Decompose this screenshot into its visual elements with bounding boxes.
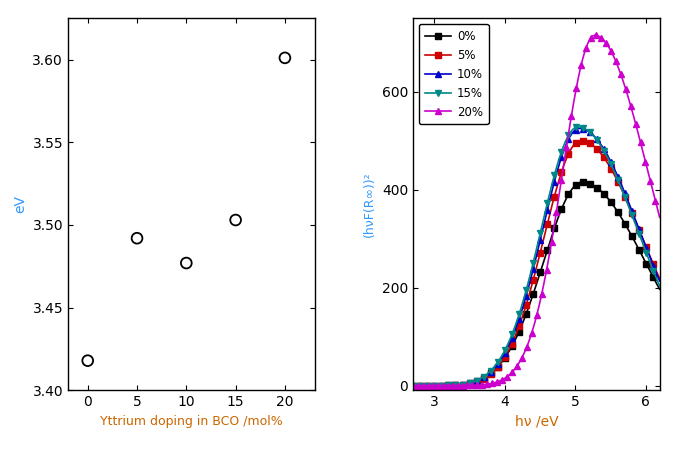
- 0%: [653, 281, 661, 286]
- 10%: [541, 219, 549, 225]
- 0%: [554, 214, 562, 219]
- 0%: [656, 286, 664, 292]
- 20%: [590, 33, 598, 38]
- 5%: [541, 233, 549, 238]
- 0%: [409, 383, 417, 388]
- 15%: [574, 124, 582, 130]
- 15%: [475, 377, 483, 382]
- 20%: [475, 382, 483, 388]
- Point: [82, 357, 93, 364]
- X-axis label: hν /eV: hν /eV: [515, 415, 558, 429]
- 10%: [653, 271, 661, 277]
- 10%: [656, 278, 664, 284]
- 0%: [541, 256, 549, 262]
- Line: 15%: 15%: [409, 123, 663, 389]
- 5%: [409, 383, 417, 388]
- 20%: [523, 344, 531, 350]
- 0%: [523, 310, 531, 315]
- Point: [131, 235, 142, 242]
- 5%: [577, 138, 585, 143]
- 5%: [656, 276, 664, 281]
- 15%: [541, 212, 549, 218]
- X-axis label: Yttrium doping in BCO /mol%: Yttrium doping in BCO /mol%: [100, 415, 283, 428]
- 15%: [523, 285, 531, 291]
- Point: [279, 54, 290, 61]
- Y-axis label: eV: eV: [13, 195, 27, 213]
- Y-axis label: (hνF(R∞))²: (hνF(R∞))²: [363, 172, 376, 237]
- 0%: [475, 378, 483, 383]
- 10%: [575, 126, 583, 131]
- 20%: [554, 195, 562, 201]
- 15%: [554, 158, 562, 163]
- 20%: [409, 383, 417, 388]
- 10%: [554, 163, 562, 169]
- 5%: [653, 270, 661, 275]
- Line: 10%: 10%: [409, 125, 663, 389]
- 10%: [475, 378, 483, 383]
- 10%: [409, 383, 417, 388]
- Line: 20%: 20%: [409, 32, 663, 389]
- 5%: [475, 378, 483, 384]
- Legend: 0%, 5%, 10%, 15%, 20%: 0%, 5%, 10%, 15%, 20%: [419, 24, 489, 124]
- Line: 5%: 5%: [410, 138, 662, 388]
- 0%: [578, 179, 586, 185]
- 10%: [523, 291, 531, 296]
- 5%: [645, 253, 653, 258]
- 0%: [645, 268, 653, 273]
- 15%: [656, 283, 664, 289]
- Line: 0%: 0%: [410, 179, 662, 388]
- 15%: [409, 383, 417, 388]
- 20%: [645, 176, 653, 181]
- 20%: [656, 214, 664, 220]
- Point: [230, 217, 241, 224]
- 5%: [554, 179, 562, 184]
- 15%: [653, 276, 661, 282]
- 5%: [523, 300, 531, 306]
- 10%: [645, 254, 653, 260]
- 20%: [541, 278, 549, 283]
- Point: [181, 259, 192, 266]
- 15%: [645, 259, 653, 264]
- 20%: [653, 204, 661, 209]
